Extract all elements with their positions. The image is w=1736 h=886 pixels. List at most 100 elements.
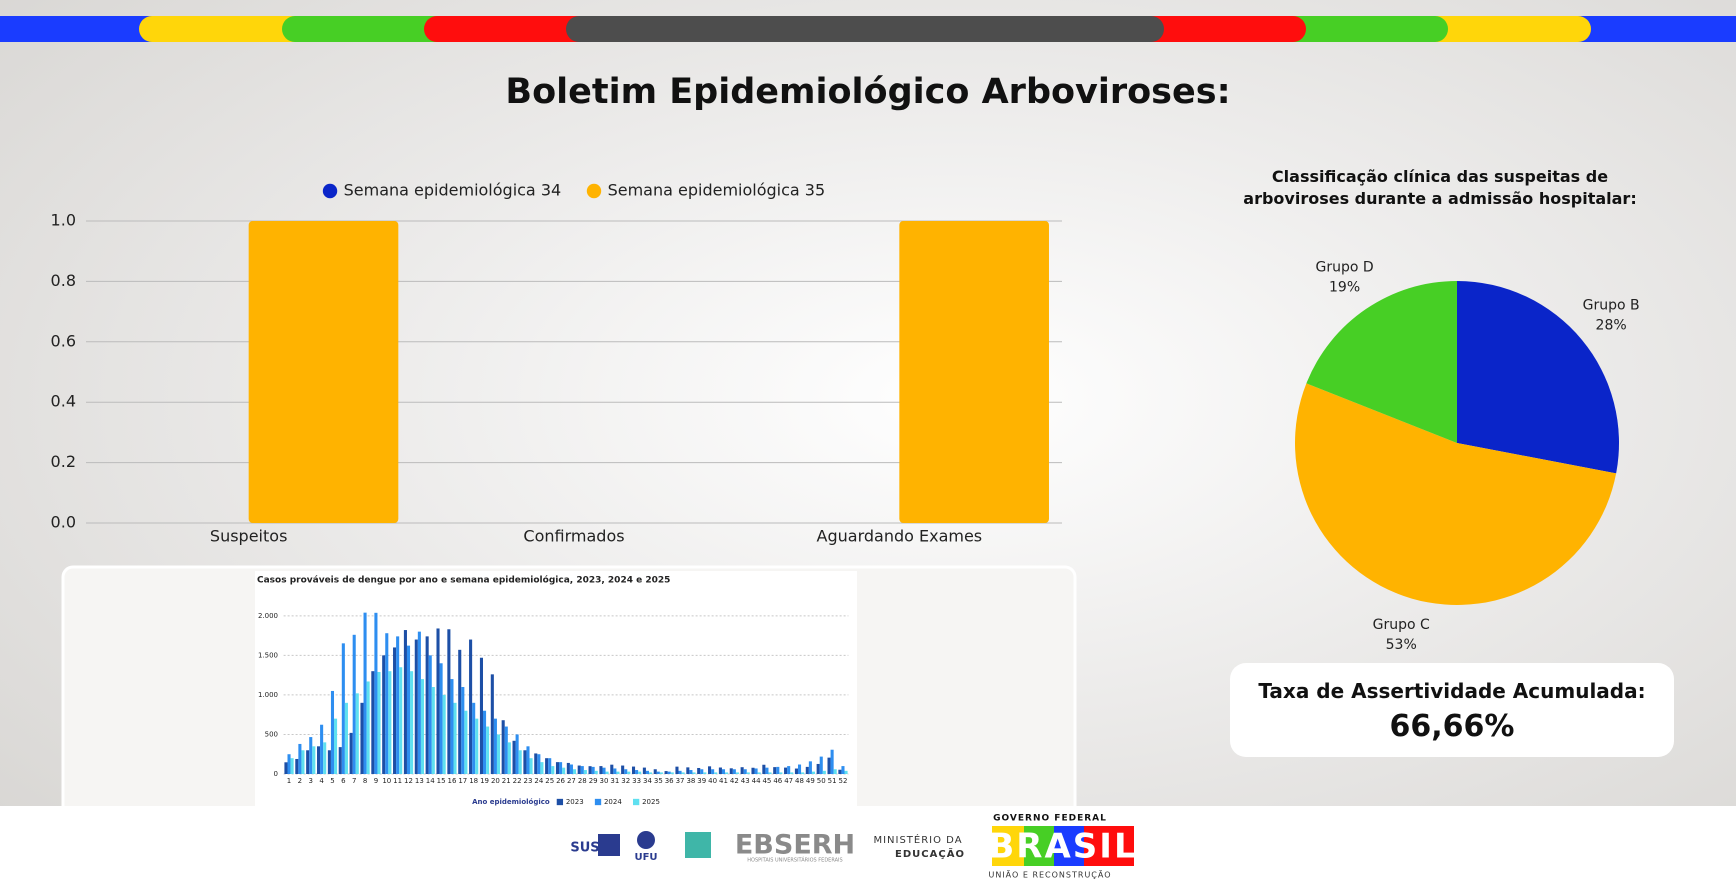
page-title: Boletim Epidemiológico Arboviroses: bbox=[505, 72, 1230, 112]
bar bbox=[743, 769, 747, 774]
bar bbox=[816, 763, 820, 774]
legend-label: 2024 bbox=[604, 798, 622, 806]
pie-slice bbox=[1306, 281, 1457, 443]
x-tick-label: 41 bbox=[719, 777, 728, 785]
bar bbox=[645, 770, 650, 774]
bar bbox=[461, 687, 465, 774]
bar bbox=[811, 771, 816, 774]
x-tick-label: 18 bbox=[469, 777, 478, 785]
bar bbox=[740, 767, 744, 774]
bar bbox=[447, 629, 451, 774]
bar bbox=[621, 765, 625, 774]
y-tick-label: 1.000 bbox=[258, 691, 278, 699]
bar bbox=[610, 764, 614, 774]
bar bbox=[534, 753, 538, 774]
bar bbox=[548, 758, 552, 774]
bar bbox=[507, 742, 511, 774]
pie-value-label: 53% bbox=[1386, 637, 1417, 653]
logo-mec-2: EDUCAÇÃO bbox=[895, 847, 965, 860]
bar bbox=[697, 767, 701, 774]
bar bbox=[555, 762, 560, 774]
x-tick-label: 33 bbox=[632, 777, 641, 785]
bar bbox=[496, 734, 501, 774]
bar bbox=[681, 772, 685, 774]
bar bbox=[374, 612, 378, 774]
bar bbox=[635, 770, 639, 774]
bar bbox=[458, 649, 462, 774]
x-tick-label: 11 bbox=[393, 777, 402, 785]
bar bbox=[801, 772, 805, 774]
bar bbox=[309, 737, 313, 774]
bar bbox=[667, 771, 671, 774]
bar bbox=[656, 771, 660, 774]
x-tick-label: 5 bbox=[330, 777, 334, 785]
bar bbox=[692, 772, 696, 774]
logo-mec-1: MINISTÉRIO DA bbox=[873, 833, 962, 846]
bar bbox=[472, 702, 476, 774]
x-tick-label: 13 bbox=[415, 777, 424, 785]
legend-label: 2025 bbox=[642, 798, 660, 806]
bar bbox=[776, 766, 780, 774]
image-panel bbox=[255, 571, 857, 811]
bar bbox=[393, 647, 397, 774]
bar bbox=[320, 724, 324, 774]
bar bbox=[512, 740, 516, 774]
y-tick-label: 1.0 bbox=[51, 211, 76, 230]
bar bbox=[735, 772, 739, 774]
y-tick-label: 0.8 bbox=[51, 271, 76, 290]
bar bbox=[827, 757, 831, 774]
bar bbox=[330, 690, 335, 774]
y-tick-label: 1.500 bbox=[258, 651, 278, 659]
x-tick-label: 4 bbox=[319, 777, 324, 785]
bar bbox=[545, 758, 549, 774]
bar bbox=[794, 768, 798, 774]
bar bbox=[431, 687, 435, 774]
y-tick-label: 0.6 bbox=[51, 331, 76, 350]
x-tick-label: 17 bbox=[458, 777, 467, 785]
bar bbox=[562, 767, 566, 774]
bar bbox=[583, 770, 587, 774]
bar bbox=[833, 769, 837, 774]
bar bbox=[284, 762, 288, 774]
logo-brasil: BRASIL bbox=[988, 827, 1137, 867]
x-tick-label: 19 bbox=[480, 777, 489, 785]
x-tick-label: 48 bbox=[795, 777, 804, 785]
bar bbox=[382, 655, 386, 774]
bar bbox=[659, 772, 663, 774]
bar bbox=[703, 772, 707, 774]
bar bbox=[377, 671, 381, 774]
y-tick-label: 0.0 bbox=[51, 513, 76, 532]
bar bbox=[664, 771, 668, 774]
bar bbox=[464, 710, 468, 774]
bar bbox=[518, 750, 522, 774]
x-tick-label: 36 bbox=[665, 777, 674, 785]
bar bbox=[751, 767, 755, 774]
bar bbox=[479, 657, 483, 774]
kpi-label: Taxa de Assertividade Acumulada: bbox=[1258, 679, 1646, 703]
bar bbox=[721, 769, 726, 774]
legend-marker bbox=[322, 183, 338, 199]
x-tick-label: 44 bbox=[752, 777, 761, 785]
bar bbox=[482, 710, 487, 774]
pie-label: Grupo D bbox=[1315, 260, 1373, 276]
bar bbox=[765, 767, 769, 774]
bar bbox=[493, 718, 497, 774]
bar bbox=[627, 771, 631, 774]
x-tick-label: 34 bbox=[643, 777, 652, 785]
bar bbox=[385, 633, 389, 774]
legend-label: 2023 bbox=[566, 798, 584, 806]
x-tick-label: 10 bbox=[382, 777, 391, 785]
x-tick-label: 6 bbox=[341, 777, 346, 785]
logo-ufu: UFU bbox=[634, 852, 657, 863]
x-tick-label: 32 bbox=[621, 777, 630, 785]
bar bbox=[290, 758, 294, 774]
bar bbox=[732, 769, 736, 774]
y-tick-label: 0.4 bbox=[51, 392, 76, 411]
bar bbox=[355, 693, 359, 774]
bar bbox=[349, 732, 353, 774]
x-tick-label: 38 bbox=[686, 777, 695, 785]
bar bbox=[501, 720, 505, 774]
legend-label: Semana epidemiológica 34 bbox=[344, 181, 562, 200]
legend-marker bbox=[594, 798, 602, 806]
